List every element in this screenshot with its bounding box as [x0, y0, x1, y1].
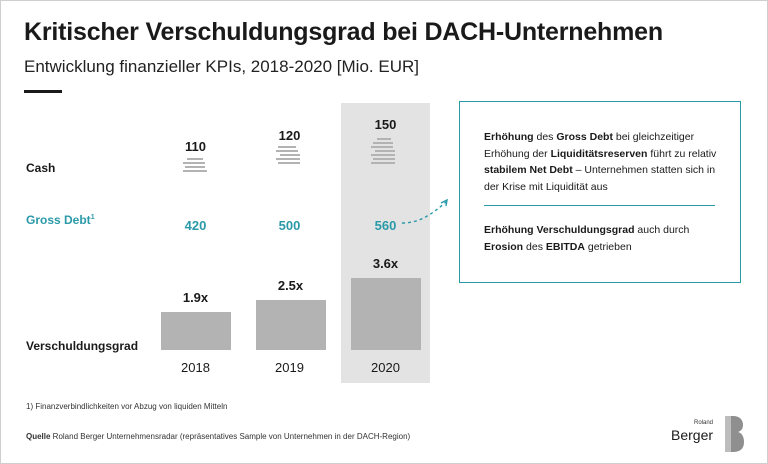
source-label: Quelle — [26, 432, 51, 441]
roland-berger-logo: Roland Berger — [671, 415, 744, 453]
gross-debt-value-2020: 560 — [374, 218, 397, 233]
callout-run: Erhöhung — [484, 131, 534, 143]
callout-connector-arrow — [401, 201, 447, 224]
callout-divider — [484, 205, 715, 206]
gross-debt-footnote-mark: 1 — [90, 214, 95, 221]
callout-run: getrieben — [584, 240, 632, 253]
logo-small-text: Roland — [693, 420, 713, 426]
callout-run: bei gleichzeitiger Erhöhung der — [484, 131, 695, 160]
chart-title: Kritischer Verschuldungsgrad bei DACH-Un… — [24, 18, 663, 46]
callout-run: des — [533, 131, 557, 143]
footnote: 1) Finanzverbindlichkeiten vor Abzug von… — [26, 402, 228, 411]
verschuldungsgrad-label-2020: 3.6x — [372, 256, 399, 271]
callout-run: Liquiditätsreserven — [550, 147, 648, 160]
title-underline — [24, 90, 62, 93]
callout-run: EBITDA — [545, 240, 585, 253]
cash-value-2020: 150 — [374, 117, 397, 132]
callout-text-1: Erhöhung des Gross Debt bei gleichzeitig… — [484, 129, 724, 195]
verschuldungsgrad-label-2019: 2.5x — [277, 278, 304, 293]
gross-debt-value-2018: 420 — [184, 218, 207, 233]
callout-box: Erhöhung des Gross Debt bei gleichzeitig… — [459, 101, 741, 283]
year-label-2018: 2018 — [181, 360, 210, 375]
callout-run: Erosion — [484, 240, 524, 253]
chart-subtitle: Entwicklung finanzieller KPIs, 2018-2020… — [24, 57, 419, 76]
verschuldungsgrad-bars — [161, 278, 421, 350]
callout-run: stabilem Net Debt — [484, 164, 573, 176]
row-label-gross-debt: Gross Debt1 — [26, 209, 95, 229]
verschuldungsgrad-bar-2018 — [161, 312, 231, 350]
callout-run: – Unternehmen statten sich in der Krise … — [484, 164, 716, 193]
gross-debt-value-2019: 500 — [278, 218, 301, 233]
logo-big-text: Berger — [671, 427, 714, 443]
verschuldungsgrad-bar-2020 — [351, 278, 421, 350]
callout-run: Gross Debt — [556, 131, 613, 143]
cash-value-2019: 120 — [278, 128, 301, 143]
callout-run: führt zu relativ — [647, 147, 717, 160]
year-label-2019: 2019 — [275, 360, 304, 375]
logo-b-mark-icon — [725, 416, 744, 452]
gross-debt-label-text: Gross Debt — [26, 213, 91, 227]
callout-text-2: Erhöhung Verschuldungsgrad auch durch Er… — [484, 222, 724, 255]
source-text: Roland Berger Unternehmensradar (repräse… — [50, 432, 411, 441]
verschuldungsgrad-label-2018: 1.9x — [182, 290, 209, 305]
cash-value-2018: 110 — [185, 139, 206, 154]
callout-run: Erhöhung Verschuldungsgrad — [484, 224, 635, 236]
row-label-cash: Cash — [26, 161, 56, 175]
source-note: Quelle Roland Berger Unternehmensradar (… — [26, 432, 410, 441]
year-label-2020: 2020 — [371, 360, 400, 375]
row-label-verschuldungsgrad: Verschuldungsgrad — [26, 339, 139, 353]
arrow-head — [440, 198, 448, 207]
callout-run: des — [523, 240, 546, 253]
verschuldungsgrad-bar-2019 — [256, 300, 326, 350]
callout-run: auch durch — [634, 224, 690, 236]
